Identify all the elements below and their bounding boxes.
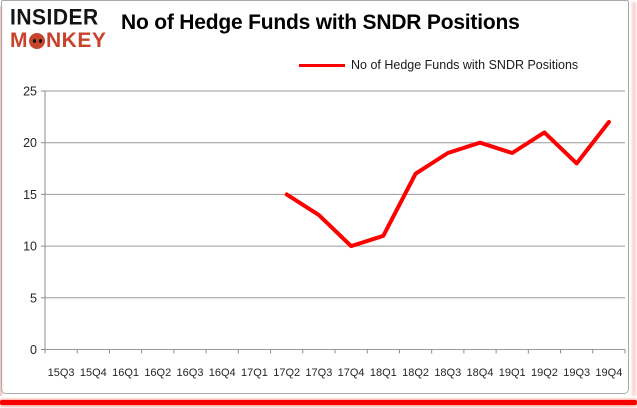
x-tick-label: 19Q2 bbox=[531, 367, 558, 379]
logo-insider-text: INSIDER bbox=[10, 5, 99, 30]
x-tick-label: 19Q3 bbox=[563, 367, 590, 379]
monkey-eye-right bbox=[38, 38, 42, 43]
legend: No of Hedge Funds with SNDR Positions bbox=[299, 58, 578, 72]
bottom-red-bar bbox=[0, 400, 637, 405]
logo-monkey-pre: M bbox=[10, 29, 28, 52]
x-tick-label: 17Q1 bbox=[241, 367, 268, 379]
x-tick-label: 15Q4 bbox=[80, 367, 107, 379]
x-tick-label: 19Q1 bbox=[499, 367, 526, 379]
y-tick-label: 15 bbox=[23, 188, 37, 202]
x-tick-label: 17Q4 bbox=[338, 367, 365, 379]
chart-title: No of Hedge Funds with SNDR Positions bbox=[121, 11, 520, 34]
series-line bbox=[284, 120, 611, 249]
x-tick-label: 17Q3 bbox=[305, 367, 332, 379]
x-tick-label: 17Q2 bbox=[273, 367, 300, 379]
x-tick-label: 18Q2 bbox=[402, 367, 429, 379]
y-tick-label: 0 bbox=[30, 343, 37, 357]
y-tick-label: 20 bbox=[23, 136, 37, 150]
right-accent-edge bbox=[632, 2, 636, 396]
x-tick-label: 16Q4 bbox=[209, 367, 236, 379]
monkey-eye-left bbox=[32, 38, 36, 43]
logo-monkey-post: NKEY bbox=[46, 29, 107, 52]
y-tick-label: 25 bbox=[23, 85, 37, 99]
x-tick-label: 16Q2 bbox=[144, 367, 171, 379]
x-tick-label: 19Q4 bbox=[595, 367, 622, 379]
x-tick-label: 18Q4 bbox=[467, 367, 494, 379]
x-tick-label: 16Q3 bbox=[177, 367, 204, 379]
x-tick-label: 18Q3 bbox=[434, 367, 461, 379]
x-tick-label: 15Q3 bbox=[48, 367, 75, 379]
y-tick-label: 10 bbox=[23, 240, 37, 254]
y-tick-label: 5 bbox=[30, 291, 37, 305]
x-tick-label: 18Q1 bbox=[370, 367, 397, 379]
legend-label: No of Hedge Funds with SNDR Positions bbox=[351, 58, 579, 72]
x-tick-label: 16Q1 bbox=[112, 367, 139, 379]
monkey-face-icon bbox=[29, 32, 45, 49]
insider-monkey-logo: INSIDER M NKEY bbox=[10, 7, 106, 51]
logo-monkey-text: M NKEY bbox=[10, 30, 106, 51]
legend-line-swatch bbox=[299, 63, 345, 67]
